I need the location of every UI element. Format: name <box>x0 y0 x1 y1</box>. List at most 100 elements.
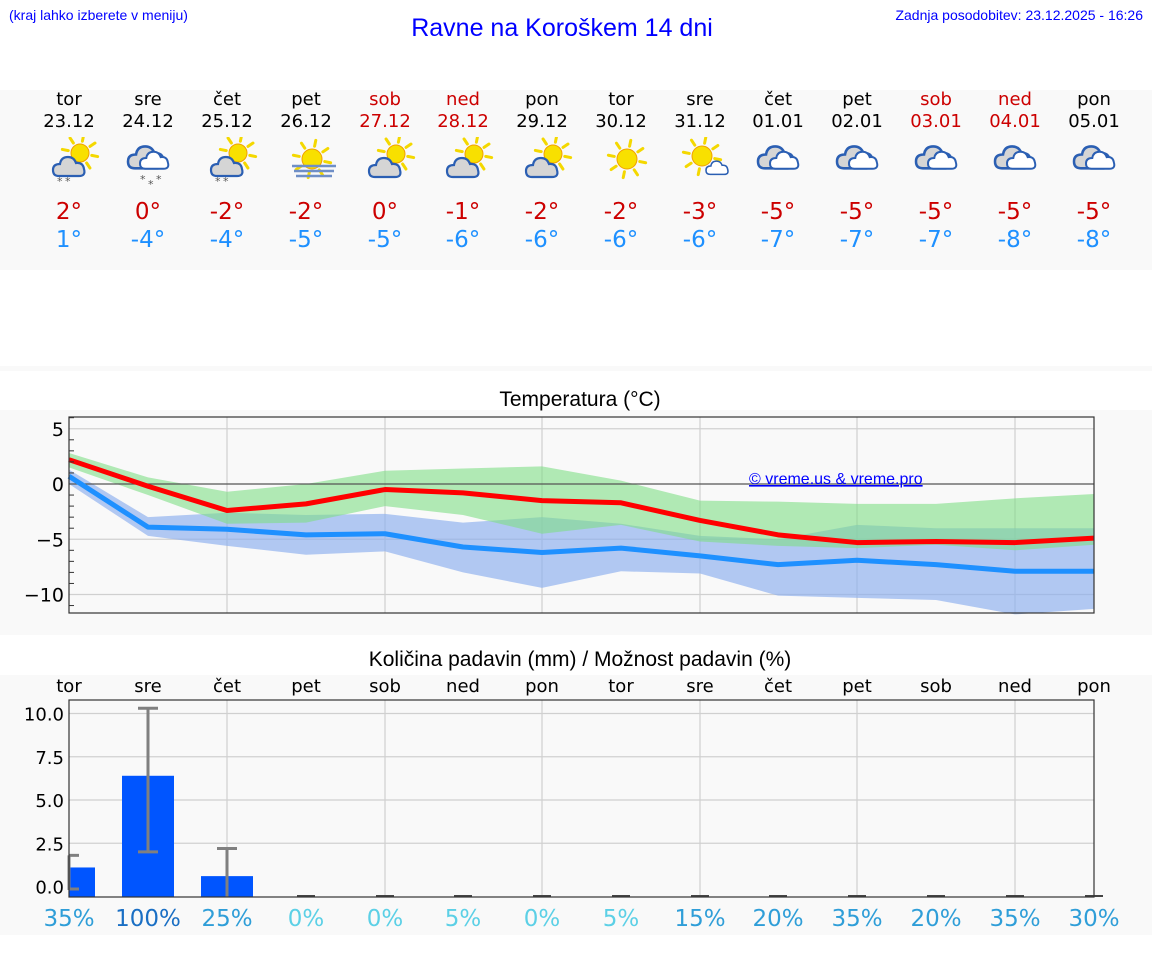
copyright-watermark-link[interactable]: © vreme.us & vreme.pro <box>749 471 923 488</box>
y-tick-label: 0.0 <box>35 878 64 899</box>
precip-day-label: čet <box>213 676 241 697</box>
y-tick-label: 2.5 <box>35 834 64 855</box>
day-date: 26.12 <box>280 111 332 132</box>
day-date: 24.12 <box>122 111 174 132</box>
day-forecast-item: pon 05.01 -5° -8° <box>1054 89 1134 253</box>
day-date: 03.01 <box>910 111 962 132</box>
day-forecast-item: sob 03.01 -5° -7° <box>896 89 976 253</box>
min-temperature: -6° <box>682 227 718 253</box>
day-name: pon <box>525 89 559 110</box>
day-forecast-item: ned 04.01 -5° -8° <box>975 89 1055 253</box>
day-name: pet <box>291 89 321 110</box>
precip-probability: 0% <box>524 906 561 932</box>
min-temperature: -5° <box>367 227 403 253</box>
location-menu-hint-link[interactable]: (kraj lahko izberete v meniju) <box>9 7 188 23</box>
precip-day-label: ned <box>446 676 480 697</box>
precip-day-label: pet <box>291 676 321 697</box>
max-temperature: -5° <box>839 199 875 225</box>
day-forecast-item: sre 24.12 * * * 0° -4° <box>108 89 188 253</box>
svg-text:*: * <box>65 175 71 187</box>
day-name: tor <box>608 89 634 110</box>
day-date: 01.01 <box>752 111 804 132</box>
precip-day-label: čet <box>764 676 792 697</box>
day-forecast-item: pon 29.12 -2° -6° <box>502 89 582 253</box>
min-temperature: -4° <box>209 227 245 253</box>
min-temperature: -6° <box>524 227 560 253</box>
min-temperature: -7° <box>839 227 875 253</box>
y-tick-label: 10.0 <box>24 705 64 726</box>
day-date: 27.12 <box>359 111 411 132</box>
day-date: 23.12 <box>43 111 95 132</box>
max-temperature: -2° <box>524 199 560 225</box>
day-name: pet <box>842 89 872 110</box>
cloudy-snow-icon: * * * <box>126 145 170 187</box>
precip-day-label: pon <box>525 676 559 697</box>
precip-day-label: sob <box>369 676 401 697</box>
min-temperature: -6° <box>603 227 639 253</box>
min-temperature: -5° <box>288 227 324 253</box>
separator-band <box>0 366 1152 371</box>
overcast-icon <box>756 145 800 170</box>
day-forecast-item: tor 23.12 * * 2° 1° <box>29 89 109 253</box>
page-title: Ravne na Koroškem 14 dni <box>411 14 713 42</box>
partly-cloudy-light-snow-icon: * * <box>209 137 258 187</box>
svg-text:*: * <box>57 175 63 187</box>
min-temperature: -4° <box>130 227 166 253</box>
y-tick-label: −10 <box>24 585 64 607</box>
precip-day-label: sob <box>920 676 952 697</box>
precipitation-chart-title: Količina padavin (mm) / Možnost padavin … <box>368 648 792 671</box>
precip-probability: 20% <box>910 906 961 932</box>
day-name: ned <box>446 89 480 110</box>
overcast-icon <box>1072 145 1116 170</box>
max-temperature: -2° <box>209 199 245 225</box>
precipitation-bar <box>69 867 95 897</box>
min-temperature: -7° <box>918 227 954 253</box>
mostly-sunny-icon <box>681 137 729 177</box>
partly-cloudy-light-snow-icon: * * <box>51 137 100 187</box>
precip-probability: 100% <box>115 906 181 932</box>
day-name: čet <box>212 89 242 110</box>
day-name: sre <box>134 89 162 110</box>
temperature-chart-title: Temperatura (°C) <box>499 388 661 411</box>
svg-text:*: * <box>140 173 146 186</box>
day-forecast-item: čet 01.01 -5° -7° <box>738 89 818 253</box>
precip-probability: 35% <box>831 906 882 932</box>
precip-probability: 5% <box>445 906 482 932</box>
y-tick-label: 5.0 <box>35 791 64 812</box>
precip-day-label: sre <box>686 676 713 697</box>
precip-probability: 15% <box>674 906 725 932</box>
max-temperature: -5° <box>1076 199 1112 225</box>
partly-cloudy-icon <box>445 137 494 179</box>
sunny-icon <box>606 138 648 180</box>
day-date: 30.12 <box>595 111 647 132</box>
last-updated: Zadnja posodobitev: 23.12.2025 - 16:26 <box>895 7 1143 23</box>
max-temperature: -5° <box>760 199 796 225</box>
svg-text:*: * <box>223 175 229 187</box>
precip-day-label: tor <box>56 676 82 697</box>
day-name: sob <box>920 89 952 110</box>
y-tick-label: 0 <box>52 474 64 496</box>
precip-probability: 25% <box>201 906 252 932</box>
overcast-icon <box>835 145 879 170</box>
day-date: 31.12 <box>674 111 726 132</box>
precip-day-label: ned <box>998 676 1032 697</box>
overcast-icon <box>914 145 958 170</box>
svg-text:*: * <box>148 178 154 187</box>
overcast-icon <box>993 145 1037 170</box>
precip-day-label: pon <box>1077 676 1111 697</box>
y-tick-label: 5 <box>52 419 64 441</box>
day-forecast-item: sre 31.12 -3° -6° <box>660 89 740 253</box>
precip-day-label: pet <box>842 676 872 697</box>
precip-probability: 30% <box>1068 906 1119 932</box>
precip-probability: 0% <box>367 906 404 932</box>
precip-probability: 35% <box>989 906 1040 932</box>
partly-cloudy-icon <box>367 137 416 179</box>
day-name: ned <box>998 89 1032 110</box>
day-name: čet <box>763 89 793 110</box>
max-temperature: -2° <box>603 199 639 225</box>
day-name: tor <box>56 89 82 110</box>
precip-day-label: tor <box>608 676 634 697</box>
min-temperature: -7° <box>760 227 796 253</box>
max-temperature: 0° <box>134 199 162 225</box>
